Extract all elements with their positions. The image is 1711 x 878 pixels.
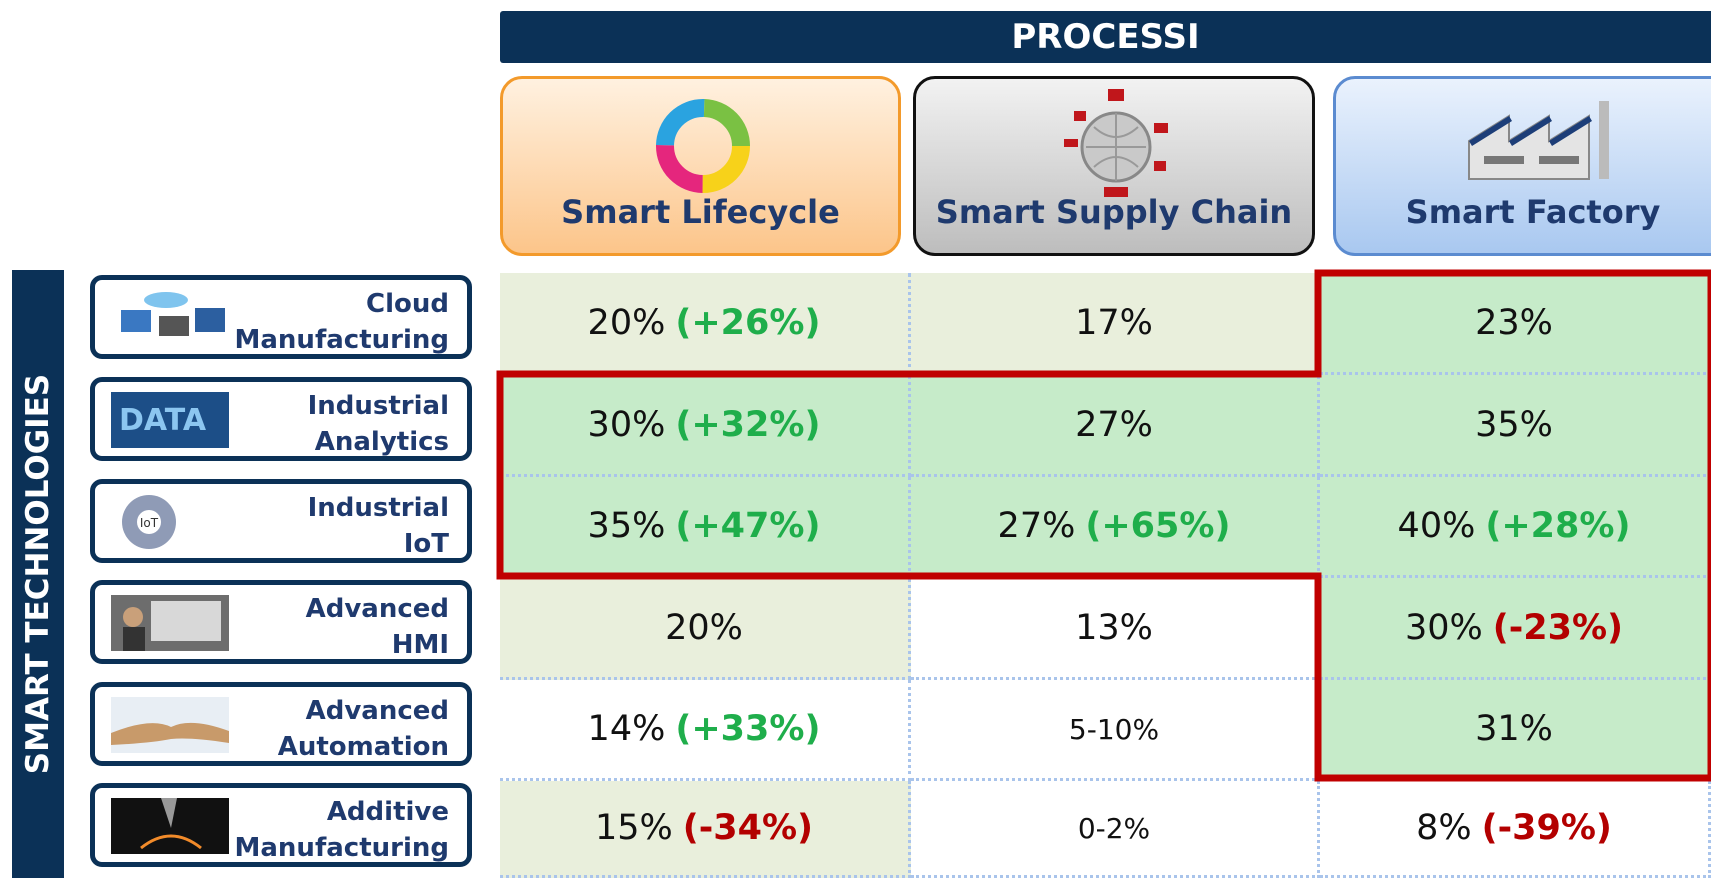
row-icon: IoT	[111, 494, 229, 550]
cell: 30%(+32%)	[500, 375, 911, 477]
row-label-line: HMI	[306, 627, 449, 663]
cell-value: 14%	[588, 709, 666, 749]
row-label-line: Advanced	[278, 693, 449, 729]
cell: 8%(-39%)	[1320, 781, 1711, 878]
cell: 40%(+28%)	[1320, 477, 1711, 578]
cell: 20%(+26%)	[500, 273, 911, 375]
cell-change: (+33%)	[675, 709, 820, 749]
cell: 17%	[911, 273, 1320, 375]
icon-text: DATA	[119, 403, 207, 438]
cell-value: 31%	[1475, 709, 1553, 749]
side-header: SMART TECHNOLOGIES	[12, 270, 64, 878]
row-label-line: Analytics	[308, 424, 449, 460]
column-name: Smart Supply Chain	[916, 193, 1312, 231]
page: PROCESSI SMART TECHNOLOGIES Smart Lifecy…	[0, 0, 1711, 878]
cell-change: (-39%)	[1482, 808, 1612, 848]
cell: 23%	[1320, 273, 1711, 375]
supply-icon	[1056, 87, 1176, 202]
cell-value: 20%	[588, 303, 666, 343]
cell-value: 30%	[1405, 608, 1483, 648]
cell: 5-10%	[911, 680, 1320, 781]
row-icon: DATA	[111, 392, 229, 448]
row-label-line: IoT	[308, 526, 449, 562]
column-box: Smart Lifecycle	[500, 76, 901, 256]
row-icon	[111, 798, 229, 854]
cell: 15%(-34%)	[500, 781, 911, 878]
cell-change: (+26%)	[675, 303, 820, 343]
cell-value: 35%	[1475, 405, 1553, 445]
row-label-line: Additive	[235, 794, 450, 830]
row-icon	[111, 697, 229, 753]
row-label-line: Manufacturing	[235, 830, 450, 866]
cell: 13%	[911, 578, 1320, 680]
row-label-line: Manufacturing	[235, 322, 450, 358]
icon-text: IoT	[140, 516, 159, 530]
column-box: Smart Factory	[1333, 76, 1711, 256]
cell-value: 23%	[1475, 303, 1553, 343]
cell-value: 35%	[588, 506, 666, 546]
row-icon	[111, 595, 229, 651]
cell-value: 40%	[1398, 506, 1476, 546]
cell: 35%	[1320, 375, 1711, 477]
lifecycle-icon	[643, 91, 763, 201]
cell: 27%	[911, 375, 1320, 477]
cell-change: (+32%)	[675, 405, 820, 445]
row-label-line: Industrial	[308, 388, 449, 424]
cell-value: 5-10%	[1069, 713, 1159, 746]
row-label-line: Automation	[278, 729, 449, 765]
cell-value: 0-2%	[1078, 812, 1150, 845]
row-icon	[111, 290, 229, 346]
row-label-line: Advanced	[306, 591, 449, 627]
cell-change: (+65%)	[1085, 506, 1230, 546]
cell: 0-2%	[911, 781, 1320, 878]
cell-value: 8%	[1416, 808, 1472, 848]
row-label-line: Industrial	[308, 490, 449, 526]
cell-value: 30%	[588, 405, 666, 445]
cell-value: 13%	[1075, 608, 1153, 648]
cell-change: (-23%)	[1493, 608, 1623, 648]
cell-value: 20%	[665, 608, 743, 648]
cell-change: (-34%)	[683, 808, 813, 848]
cell-value: 17%	[1075, 303, 1153, 343]
cell: 14%(+33%)	[500, 680, 911, 781]
cell: 20%	[500, 578, 911, 680]
cell-change: (+47%)	[675, 506, 820, 546]
cell: 31%	[1320, 680, 1711, 781]
cell: 30%(-23%)	[1320, 578, 1711, 680]
cell-change: (+28%)	[1485, 506, 1630, 546]
side-title: SMART TECHNOLOGIES	[20, 374, 56, 774]
cell-value: 15%	[595, 808, 673, 848]
factory-icon	[1464, 101, 1624, 181]
cell-value: 27%	[1075, 405, 1153, 445]
column-name: Smart Lifecycle	[503, 193, 898, 231]
column-box: Smart Supply Chain	[913, 76, 1315, 256]
cell: 27%(+65%)	[911, 477, 1320, 578]
cell: 35%(+47%)	[500, 477, 911, 578]
column-name: Smart Factory	[1336, 193, 1711, 231]
row-label-line: Cloud	[235, 286, 450, 322]
processi-header: PROCESSI	[500, 11, 1711, 63]
cell-value: 27%	[998, 506, 1076, 546]
